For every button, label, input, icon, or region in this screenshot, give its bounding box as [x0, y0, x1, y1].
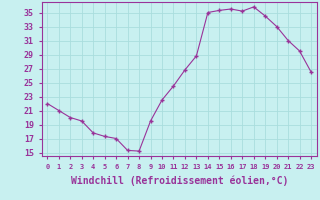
X-axis label: Windchill (Refroidissement éolien,°C): Windchill (Refroidissement éolien,°C)	[70, 175, 288, 186]
